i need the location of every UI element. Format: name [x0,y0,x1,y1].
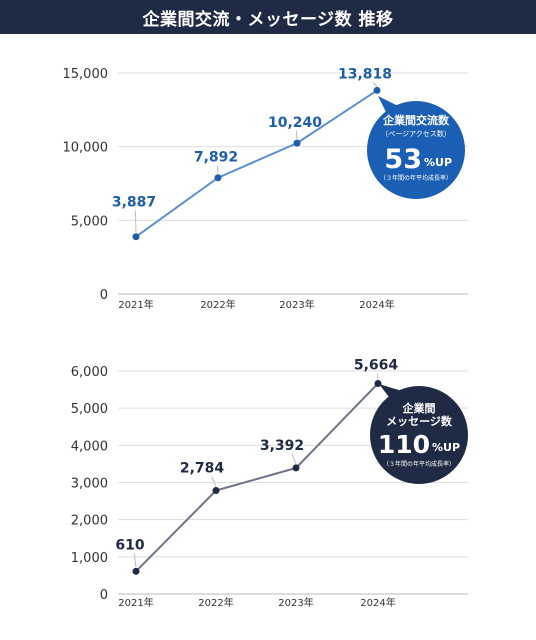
data-label: 3,887 [112,195,156,211]
chart-2-callout: 企業間 メッセージ数 110 %UP （３年間の年平均成長率） [370,384,468,484]
y-tick-label: 2,000 [71,514,108,529]
chart-1-data-labels: 3,887 7,892 10,240 13,818 [112,66,392,233]
data-point [132,567,140,575]
x-tick-label: 2023年 [279,298,314,311]
chart-2-series-line [135,382,379,573]
x-tick-label: 2022年 [200,298,235,311]
chart-1-callout: 企業間交流数 （ページアクセス数） 53 %UP （３年間の年平均成長率） [367,96,465,199]
chart-2-points [132,379,382,575]
y-tick-label: 10,000 [63,141,109,156]
data-label-leader [133,553,137,568]
chart-1-callout-value: 53 [384,144,422,175]
chart-1-callout-bubble [367,101,465,199]
data-label: 2,784 [180,461,225,477]
data-label: 13,818 [338,66,392,82]
data-point [292,464,300,472]
chart-2-callout-note: （３年間の年平均成長率） [383,460,455,468]
data-point [212,487,220,495]
data-label-leader [295,131,298,140]
data-label: 3,392 [260,438,304,454]
chart-2-gridlines [118,370,468,595]
data-point [132,233,140,241]
data-point [214,174,222,182]
data-label-leader [376,373,379,380]
chart-1-x-ticks: 2021年 2022年 2023年 2024年 [118,298,394,311]
chart-1-series-line [135,89,378,238]
y-tick-label: 6,000 [71,365,108,380]
data-label-leader [216,165,219,174]
y-tick-label: 5,000 [71,402,108,417]
chart-2-callout-bubble [370,386,468,484]
data-label: 10,240 [268,115,322,131]
data-label-leader [373,82,378,87]
y-tick-label: 4,000 [71,439,108,454]
chart-1-callout-pointer [378,96,404,118]
x-tick-label: 2024年 [360,596,395,609]
y-tick-label: 15,000 [63,67,109,82]
chart-2-callout-title-line2: メッセージ数 [386,414,453,428]
x-tick-label: 2024年 [359,298,394,311]
y-tick-label: 0 [100,588,108,603]
data-label: 610 [115,537,144,553]
data-point [373,86,381,94]
chart-2-y-ticks: 0 1,000 2,000 3,000 4,000 5,000 6,000 [71,365,108,603]
data-label-leader [291,453,297,465]
data-label: 7,892 [194,150,238,166]
chart-2-data-labels: 610 2,784 3,392 5,664 [115,357,399,568]
y-tick-label: 1,000 [71,551,108,566]
data-label-leader [211,476,217,487]
chart-1-callout-subtitle: （ページアクセス数） [381,129,451,138]
chart-2-callout-pointer [379,384,405,401]
page-title: 企業間交流・メッセージ数 推移 [0,0,536,34]
chart-1-callout-unit: %UP [424,156,452,169]
x-tick-label: 2022年 [198,596,233,609]
y-tick-label: 0 [100,288,108,303]
chart-2-callout-value: 110 [378,430,430,459]
chart-2-callout-unit: %UP [432,441,460,454]
chart-1-y-ticks: 0 5,000 10,000 15,000 [63,67,109,303]
chart-2-callout-title-line1: 企業間 [402,401,436,415]
data-point [293,139,301,147]
data-label: 5,664 [354,357,399,373]
x-tick-label: 2021年 [118,298,153,311]
chart-2-x-ticks: 2021年 2022年 2023年 2024年 [118,596,395,609]
y-tick-label: 3,000 [71,477,108,492]
chart-1-points [132,86,381,241]
chart-1-callout-title: 企業間交流数 [382,113,450,127]
x-tick-label: 2021年 [118,596,153,609]
data-point [374,379,382,387]
x-tick-label: 2023年 [278,596,313,609]
chart-1-callout-note: （３年間の年平均成長率） [380,174,452,182]
data-label-leader [134,210,137,233]
y-tick-label: 5,000 [71,214,108,229]
chart-1-gridlines [118,72,468,295]
